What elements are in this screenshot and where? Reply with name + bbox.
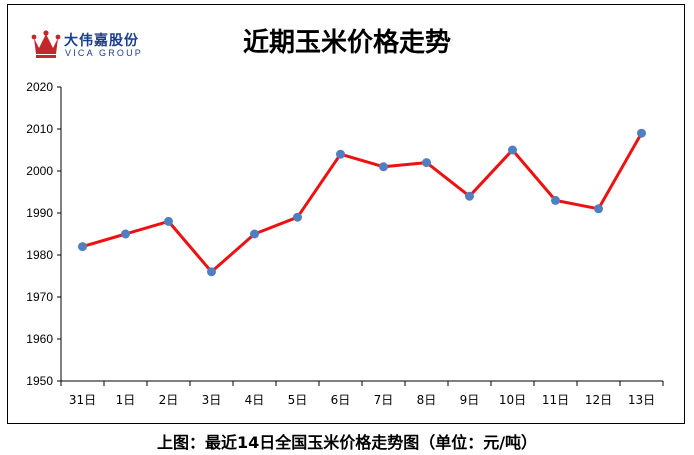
series-line-segment [210, 232, 256, 274]
y-tick-label: 1970 [26, 290, 53, 304]
data-point [250, 229, 259, 239]
series-line-segment [124, 219, 170, 236]
data-point [551, 195, 560, 205]
x-tick-label: 1日 [116, 393, 136, 407]
series-line-segment [81, 232, 127, 249]
data-point [164, 216, 173, 226]
data-point [293, 212, 302, 222]
x-tick-label: 10日 [499, 393, 526, 407]
y-tick-label: 1980 [26, 248, 53, 262]
data-point [379, 162, 388, 172]
series-line-segment [296, 152, 342, 219]
y-tick-label: 1960 [26, 332, 53, 346]
data-point [422, 158, 431, 168]
data-point [336, 149, 345, 159]
x-tick-label: 6日 [331, 393, 351, 407]
x-tick-label: 5日 [288, 393, 308, 407]
logo-name-en: VICA GROUP [65, 48, 144, 58]
x-tick-label: 4日 [245, 393, 265, 407]
data-point [637, 128, 646, 138]
crown-icon [31, 30, 61, 58]
series-line-segment [253, 215, 299, 236]
logo-name-cn: 大伟嘉股份 [64, 33, 139, 49]
x-tick-label: 2日 [159, 393, 179, 407]
data-point [465, 191, 474, 201]
x-tick-label: 9日 [460, 393, 480, 407]
data-point [121, 229, 130, 239]
y-tick-label: 1990 [26, 206, 53, 220]
data-point [594, 204, 603, 214]
series-line-segment [167, 219, 213, 274]
x-tick-label: 7日 [374, 393, 394, 407]
series-line-segment [554, 198, 600, 211]
data-point [508, 145, 517, 155]
series-line-segment [382, 161, 428, 169]
x-tick-label: 8日 [417, 393, 437, 407]
x-tick-label: 11日 [542, 393, 569, 407]
chart-title: 近期玉米价格走势 [242, 28, 451, 58]
company-logo: 大伟嘉股份 VICA GROUP [30, 28, 160, 62]
y-tick-label: 2000 [26, 164, 53, 178]
line-chart: 1950 1960 1970 1980 1990 2000 2010 2020 31日 1日 2日 3… [26, 80, 664, 407]
y-tick-label: 2010 [26, 122, 53, 136]
series-line-segment [468, 148, 514, 198]
x-tick-label: 31日 [69, 393, 96, 407]
y-tick-label: 2020 [26, 80, 53, 94]
x-tick-label: 13日 [628, 393, 655, 407]
series-line-segment [597, 131, 643, 211]
series-line-segment [511, 148, 557, 202]
x-tick-label: 3日 [202, 393, 222, 407]
series-line-segment [425, 161, 471, 198]
data-point [207, 267, 216, 277]
chart-frame [7, 4, 685, 424]
x-tick-label: 12日 [585, 393, 612, 407]
data-point [78, 242, 87, 252]
y-tick-label: 1950 [26, 374, 53, 388]
figure-caption: 上图：最近14日全国玉米价格走势图（单位：元/吨） [156, 433, 538, 452]
series-line-segment [339, 152, 385, 169]
